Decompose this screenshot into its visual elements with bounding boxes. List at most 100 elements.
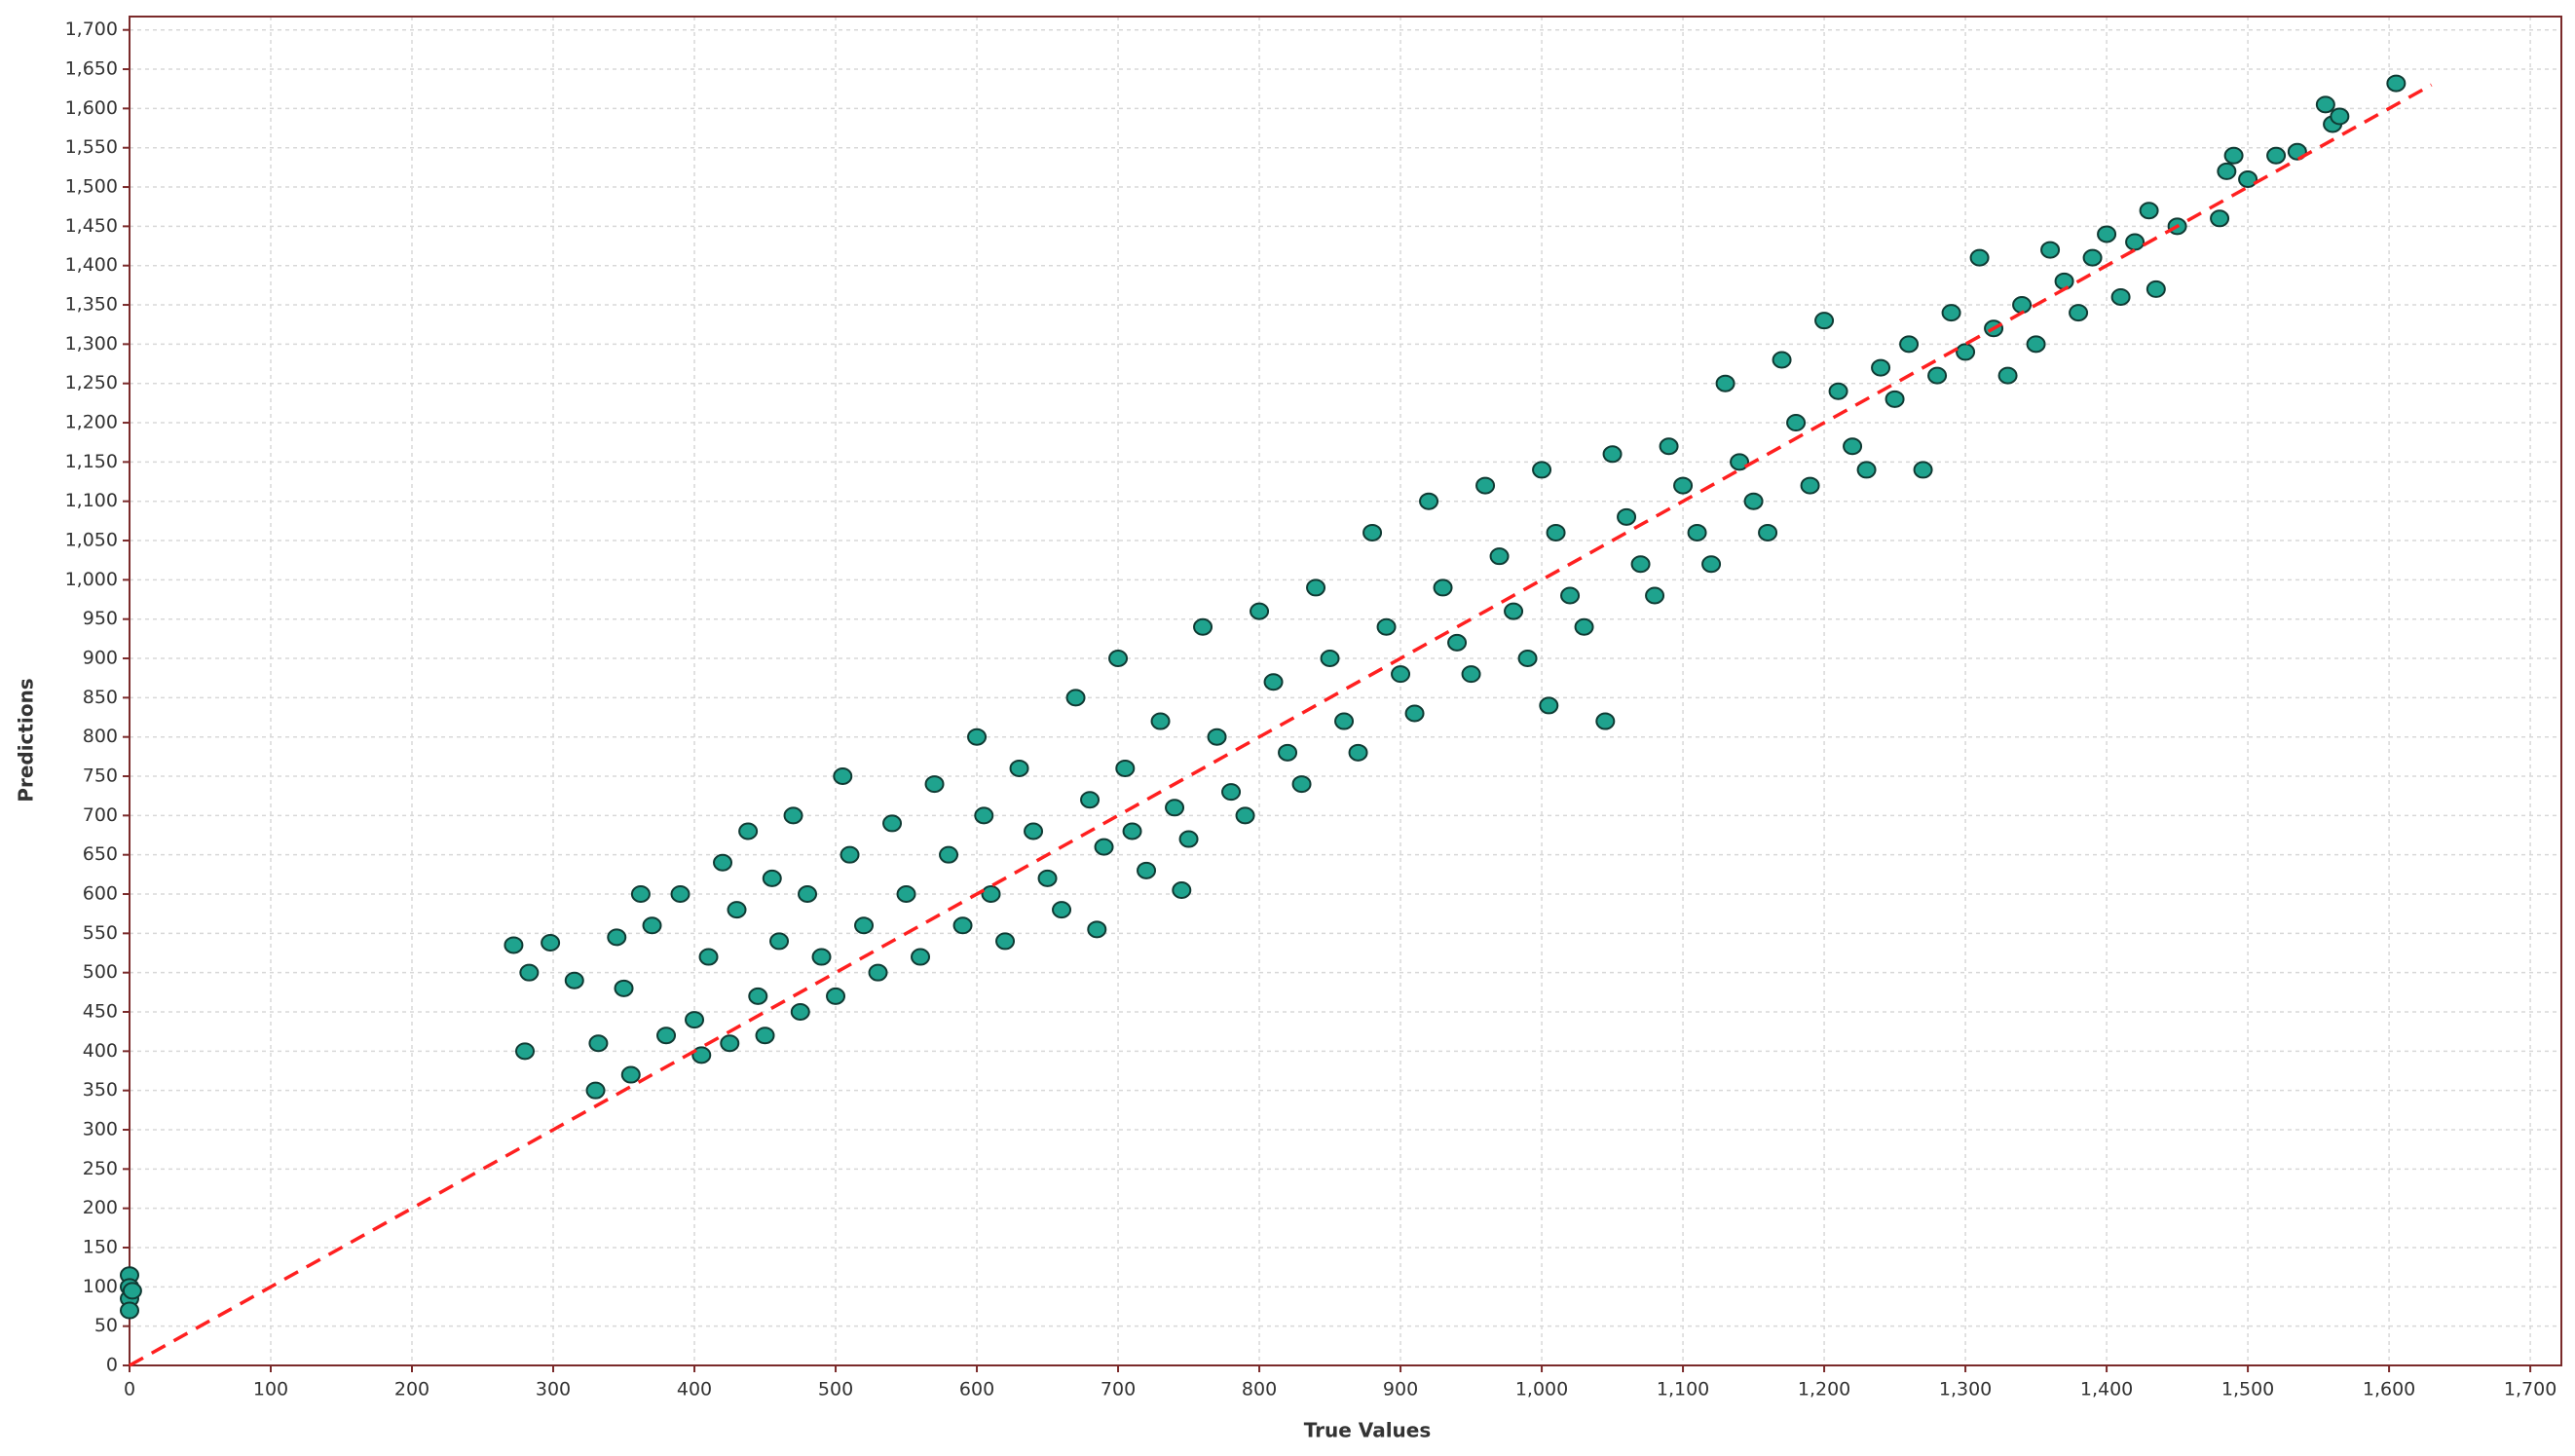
point	[967, 728, 988, 746]
point	[1546, 523, 1566, 541]
point	[2266, 146, 2287, 165]
plot-border	[129, 16, 2562, 1366]
point	[2139, 202, 2159, 220]
y-tick-label: 350	[83, 1079, 118, 1101]
point	[2012, 296, 2033, 315]
point	[1278, 743, 1298, 762]
x-tick-label: 900	[1383, 1379, 1418, 1400]
point	[1617, 507, 1637, 526]
point	[1391, 665, 1411, 684]
point	[1094, 838, 1114, 856]
x-tick-label: 1,700	[2504, 1379, 2556, 1400]
point	[1956, 343, 1976, 361]
point	[607, 928, 627, 947]
point	[1235, 806, 1255, 825]
point	[630, 885, 651, 904]
point	[1475, 476, 1496, 495]
point	[1115, 759, 1136, 777]
point	[1659, 437, 1679, 456]
point	[2146, 280, 2166, 298]
point	[519, 963, 540, 982]
y-tick-label: 800	[83, 726, 118, 747]
point	[1997, 366, 2018, 385]
x-tick-label: 1,600	[2363, 1379, 2415, 1400]
point	[995, 932, 1016, 951]
point	[1122, 822, 1142, 840]
y-tick-label: 500	[83, 961, 118, 983]
y-tick-label: 1,350	[65, 294, 118, 316]
y-tick-label: 1,650	[65, 58, 118, 80]
point	[1885, 390, 1905, 408]
y-tick-label: 1,450	[65, 215, 118, 237]
x-tick-label: 400	[677, 1379, 712, 1400]
point	[1404, 704, 1425, 723]
point	[1701, 555, 1722, 574]
y-tick-label: 1,550	[65, 136, 118, 158]
point	[1178, 830, 1199, 848]
x-tick-label: 700	[1101, 1379, 1136, 1400]
point	[713, 853, 733, 872]
point	[790, 1003, 810, 1022]
y-tick-label: 600	[83, 883, 118, 905]
point	[620, 1065, 641, 1084]
point	[2026, 335, 2046, 354]
point	[952, 916, 973, 935]
point	[755, 1027, 775, 1045]
x-axis-title: True Values	[1304, 1419, 1432, 1442]
point	[2223, 146, 2244, 165]
point	[670, 885, 690, 904]
point	[515, 1042, 536, 1061]
y-tick-label: 1,400	[65, 254, 118, 276]
point	[1137, 861, 1157, 879]
point	[564, 971, 584, 989]
point	[2040, 241, 2061, 259]
y-tick-label: 1,100	[65, 490, 118, 511]
point	[1517, 650, 1538, 668]
y-tick-label: 400	[83, 1040, 118, 1062]
point	[1065, 689, 1086, 707]
point	[1828, 382, 1848, 400]
point	[2238, 169, 2258, 188]
point	[1743, 492, 1764, 510]
point	[2110, 287, 2131, 306]
point	[1024, 822, 1044, 840]
point	[811, 948, 832, 966]
y-tick-label: 1,500	[65, 176, 118, 198]
y-tick-label: 0	[106, 1355, 118, 1376]
point	[1419, 492, 1439, 510]
point	[1814, 312, 1835, 330]
point	[2386, 74, 2407, 93]
point	[882, 814, 903, 833]
point	[504, 936, 524, 954]
x-tick-label: 1,300	[1939, 1379, 1992, 1400]
point	[1856, 461, 1877, 479]
point	[1221, 783, 1242, 802]
point	[1461, 665, 1481, 684]
point	[120, 1301, 139, 1320]
point	[1602, 445, 1623, 464]
y-tick-label: 1,050	[65, 530, 118, 551]
x-tick-label: 1,100	[1657, 1379, 1709, 1400]
point	[1595, 712, 1616, 730]
point	[1052, 901, 1072, 919]
y-tick-label: 150	[83, 1237, 118, 1258]
point	[1334, 712, 1355, 730]
point	[1560, 586, 1581, 605]
point	[588, 1034, 609, 1053]
point	[720, 1034, 740, 1053]
point	[1730, 453, 1750, 471]
point	[1250, 602, 1270, 620]
point	[691, 1046, 712, 1064]
point	[783, 806, 803, 825]
point	[833, 767, 853, 786]
point	[2217, 162, 2237, 180]
y-tick-label: 1,250	[65, 372, 118, 393]
point	[1376, 617, 1397, 636]
point	[698, 948, 719, 966]
point	[1080, 791, 1101, 809]
point	[1320, 650, 1340, 668]
y-tick-label: 200	[83, 1197, 118, 1218]
point	[1843, 437, 1863, 456]
x-tick-label: 1,000	[1515, 1379, 1568, 1400]
